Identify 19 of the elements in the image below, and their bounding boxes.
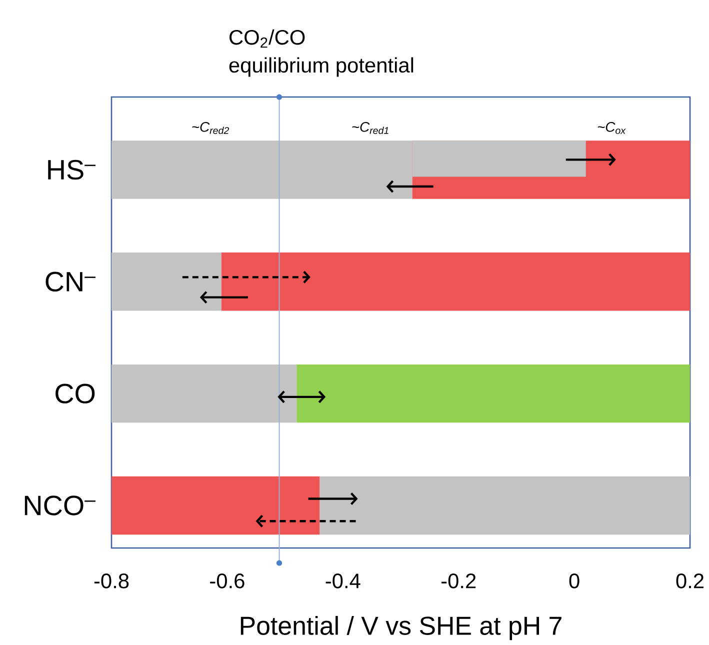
bar — [221, 252, 690, 311]
x-tick-label: -0.8 — [94, 574, 129, 588]
annotation: ~C$_{red1}$ — [352, 122, 388, 134]
y-tick-label: HS$^{–}$ — [48, 160, 96, 180]
bar — [296, 364, 690, 423]
x-tick-label: 0.2 — [676, 574, 704, 588]
annotation: ~C$_{red2}$ — [192, 122, 229, 134]
x-tick-label: 0 — [569, 574, 580, 588]
bar — [112, 252, 222, 311]
x-tick-label: -0.6 — [210, 574, 244, 588]
y-tick-label: CN$^{–}$ — [46, 272, 96, 292]
bar — [112, 364, 297, 423]
x-axis-title: Potential / V vs SHE at pH 7 — [240, 616, 562, 640]
x-tick-label: -0.2 — [442, 574, 476, 588]
y-tick-label: CO — [56, 384, 95, 404]
x-tick-label: -0.4 — [326, 574, 360, 588]
ref-line-label: CO$_{2}$/CO equilibrium potential — [229, 29, 414, 77]
y-tick-label: NCO$^{–}$ — [24, 496, 96, 516]
annotation: ~C$_{ox}$ — [598, 122, 626, 134]
